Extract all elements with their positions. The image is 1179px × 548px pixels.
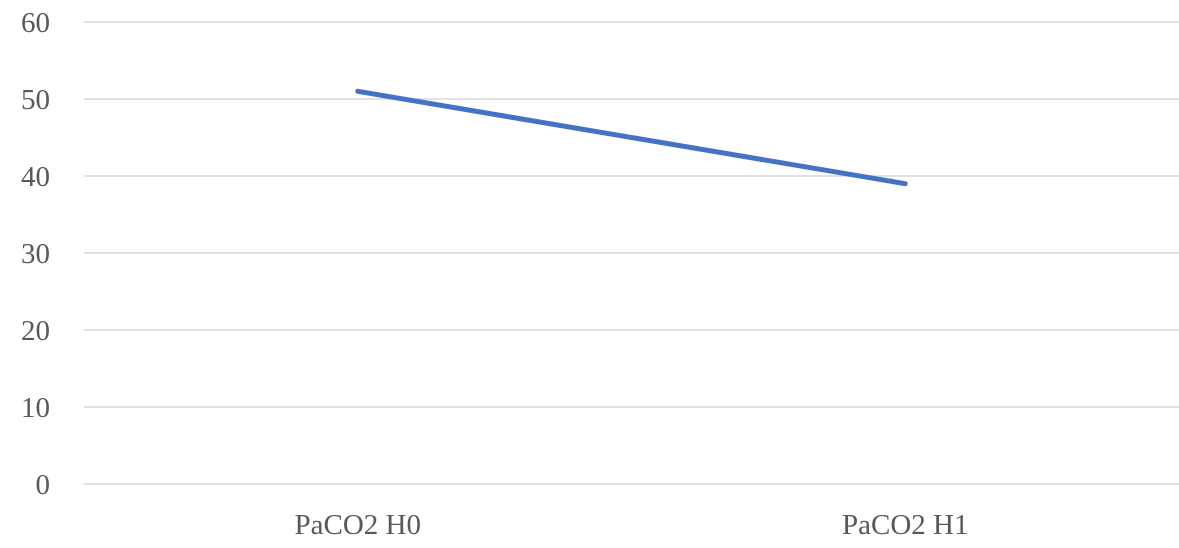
series-layer <box>355 88 908 187</box>
y-tick-label: 10 <box>21 392 50 424</box>
y-tick-label: 40 <box>21 161 50 193</box>
y-tick-label: 50 <box>21 84 50 116</box>
y-tick-label: 0 <box>36 469 51 501</box>
y-tick-label: 20 <box>21 315 50 347</box>
y-tick-label: 60 <box>21 7 50 39</box>
y-axis-tick-labels: 0 10 20 30 40 50 60 <box>21 7 50 501</box>
x-axis-tick-labels: PaCO2 H0 PaCO2 H1 <box>295 509 969 541</box>
x-tick-label: PaCO2 H1 <box>842 509 968 541</box>
gridlines <box>84 21 1179 485</box>
x-tick-label: PaCO2 H0 <box>295 509 421 541</box>
series-line-0 <box>355 88 908 187</box>
y-tick-label: 30 <box>21 238 50 270</box>
